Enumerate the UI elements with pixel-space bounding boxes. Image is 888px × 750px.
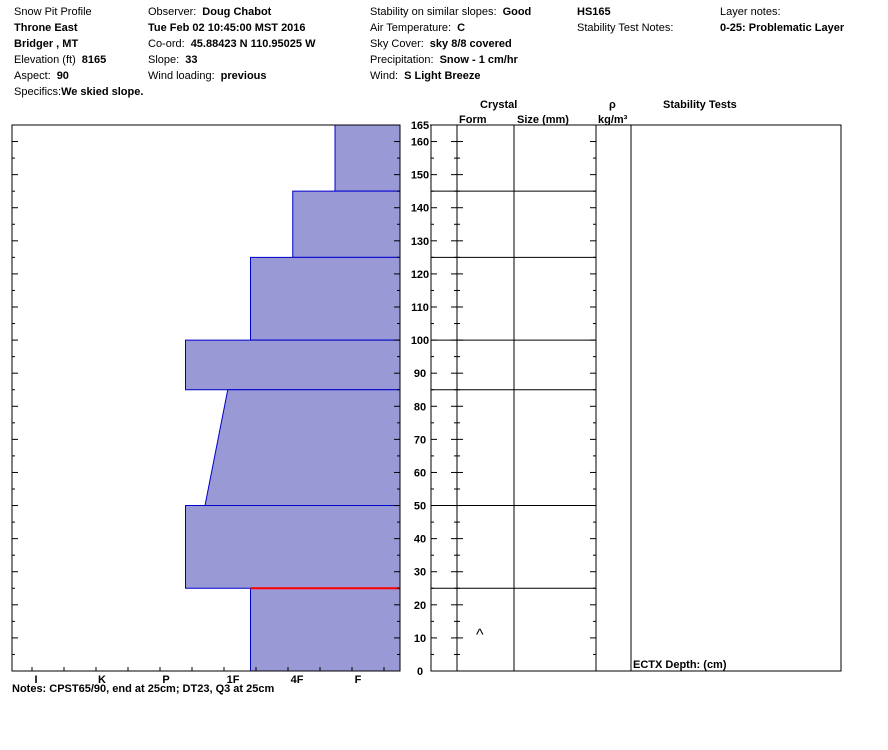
hardness-label: F — [355, 674, 362, 686]
header-col1-row-5: Specifics:We skied slope. — [14, 86, 143, 99]
header-value: 90 — [56, 70, 69, 82]
depth-tick-label: 130 — [411, 236, 429, 248]
form-header: Form — [459, 114, 487, 126]
depth-tick-label: 100 — [411, 335, 429, 347]
hardness-label: 4F — [291, 674, 304, 686]
header-value: sky 8/8 covered — [429, 38, 512, 50]
header-col1-row-4: Aspect: 90 — [14, 70, 69, 83]
header-label: Specifics: — [14, 86, 62, 98]
hardness-profile — [185, 124, 401, 672]
header-value: S Light Breeze — [404, 70, 481, 82]
hardness-layer-3 — [185, 339, 401, 391]
depth-tick-label: 40 — [414, 534, 426, 546]
stability-test-entry: ECTX Depth: (cm) — [633, 659, 727, 671]
header-col3-row-3: Precipitation: Snow - 1 cm/hr — [370, 54, 518, 67]
depth-tick-label: 140 — [411, 203, 429, 215]
header-col2-row-2: Co-ord: 45.88423 N 110.95025 W — [148, 38, 315, 51]
depth-tick-label: 20 — [414, 600, 426, 612]
hardness-label: P — [162, 674, 169, 686]
header-label: Air Temperature: — [370, 22, 452, 34]
header-col5-row-0: Layer notes: — [720, 6, 781, 19]
depth-tick-label: 150 — [411, 170, 429, 182]
hardness-frame — [11, 124, 401, 672]
header-value: C — [457, 22, 466, 34]
header-value: previous — [220, 70, 267, 82]
header-col3-row-2: Sky Cover: sky 8/8 covered — [370, 38, 512, 51]
header-value: 0-25: Problematic Layer — [720, 22, 845, 34]
data-frame — [430, 124, 842, 672]
depth-tick-label: 80 — [414, 401, 426, 413]
crystal-form-symbol: ^ — [476, 626, 484, 643]
depth-tick-label: 110 — [411, 302, 429, 314]
header-col1-row-1: Throne East — [14, 22, 78, 35]
header-value: 33 — [185, 54, 198, 66]
header-col3-row-1: Air Temperature: C — [370, 22, 465, 35]
depth-tick-label: 160 — [411, 137, 429, 149]
header-label: Aspect: — [14, 70, 51, 82]
header-value: Good — [502, 6, 532, 18]
header-label: Stability Test Notes: — [577, 22, 674, 34]
header-label: Snow Pit Profile — [14, 6, 92, 18]
header-label: Wind: — [370, 70, 399, 82]
header-col3-row-0: Stability on similar slopes: Good — [370, 6, 531, 19]
notes: Notes: CPST65/90, end at 25cm; DT23, Q3 … — [12, 683, 274, 695]
header-label: Elevation (ft) — [14, 54, 76, 66]
depth-tick-label: 90 — [414, 368, 426, 380]
hardness-layer-5 — [185, 505, 401, 589]
header-label: Stability on similar slopes: — [370, 6, 497, 18]
header-label: Slope: — [148, 54, 180, 66]
header-value: We skied slope. — [61, 86, 144, 98]
depth-tick-label: 0 — [417, 666, 423, 678]
header-value: Throne East — [14, 22, 78, 34]
depth-tick-label: 70 — [414, 434, 426, 446]
header-value: Doug Chabot — [202, 6, 272, 18]
header-value: 8165 — [81, 54, 107, 66]
header-label: Wind loading: — [148, 70, 215, 82]
depth-tick-label: 50 — [414, 501, 426, 513]
depth-ticks: 0 10 20 30 40 50 60 70 80 90 100 110 120 130 140 150 160… — [12, 120, 596, 686]
size-header: Size (mm) — [517, 114, 569, 126]
crystal-header: Crystal — [480, 99, 517, 111]
header-value: Bridger , MT — [14, 38, 79, 50]
stability-tests-header: Stability Tests — [663, 99, 737, 111]
depth-tick-label: 30 — [414, 567, 426, 579]
hardness-layer-1 — [292, 190, 401, 258]
depth-tick-label: 60 — [414, 467, 426, 479]
chart-frames — [11, 124, 842, 672]
column-headers: Crystal Form Size (mm) ρ kg/m³ Stability… — [459, 99, 737, 126]
depth-tick-label: 165 — [411, 120, 429, 132]
hardness-label: K — [98, 674, 106, 686]
hardness-label: 1F — [227, 674, 240, 686]
header-col2-row-1: Tue Feb 02 10:45:00 MST 2016 — [148, 22, 306, 35]
density-unit: kg/m³ — [598, 114, 628, 126]
header-value: Snow - 1 cm/hr — [439, 54, 518, 66]
hardness-layer-6 — [250, 587, 401, 672]
header-col2-row-0: Observer: Doug Chabot — [148, 6, 271, 19]
density-header: ρ — [609, 99, 616, 111]
header-label: Layer notes: — [720, 6, 781, 18]
header-col5-row-1: 0-25: Problematic Layer — [720, 22, 844, 35]
header-col2-row-3: Slope: 33 — [148, 54, 197, 67]
hardness-layer-2 — [250, 256, 401, 341]
header-label: Precipitation: — [370, 54, 434, 66]
hardness-label: I — [34, 674, 37, 686]
header-col4-row-0: HS165 — [577, 6, 611, 19]
depth-tick-label: 10 — [414, 633, 426, 645]
header-value: HS165 — [577, 6, 611, 18]
header-label: Sky Cover: — [370, 38, 424, 50]
header-col3-row-4: Wind: S Light Breeze — [370, 70, 481, 83]
header-col1-row-0: Snow Pit Profile — [14, 6, 92, 19]
header-col1-row-2: Bridger , MT — [14, 38, 78, 51]
hardness-layer-0 — [334, 124, 401, 192]
header-col1-row-3: Elevation (ft) 8165 — [14, 54, 106, 67]
hardness-layer-4 — [204, 389, 401, 507]
header-label: Co-ord: — [148, 38, 185, 50]
header-col2-row-4: Wind loading: previous — [148, 70, 267, 83]
header-col4-row-1: Stability Test Notes: — [577, 22, 673, 35]
header-value: 45.88423 N 110.95025 W — [190, 38, 316, 50]
header-value: Tue Feb 02 10:45:00 MST 2016 — [148, 22, 306, 34]
header-label: Observer: — [148, 6, 197, 18]
depth-tick-label: 120 — [411, 269, 429, 281]
